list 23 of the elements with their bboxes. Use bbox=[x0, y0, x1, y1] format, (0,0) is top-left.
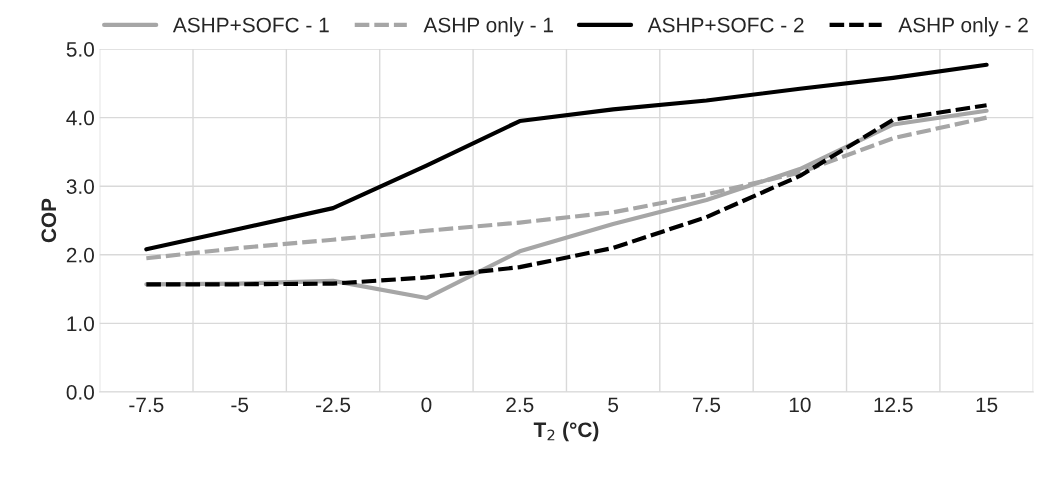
y-axis-title: COP bbox=[41, 198, 57, 243]
y-tick-label: 5.0 bbox=[66, 42, 94, 57]
y-tick-label: 4.0 bbox=[66, 110, 94, 126]
y-tick-label: 2.0 bbox=[66, 247, 94, 263]
x-tick-label: -2.5 bbox=[316, 397, 351, 413]
legend-label: ASHP only - 1 bbox=[423, 17, 553, 37]
y-tick-label: 1.0 bbox=[67, 316, 94, 332]
x-tick-label: 10 bbox=[789, 397, 811, 413]
y-tick-label: 3.0 bbox=[66, 179, 94, 194]
legend-label: ASHP+SOFC - 2 bbox=[647, 17, 804, 33]
x-tick-label: 0 bbox=[421, 397, 432, 413]
x-tick-label: -5 bbox=[231, 397, 249, 413]
x-tick-label: -7.5 bbox=[129, 397, 164, 413]
line-series bbox=[144, 62, 989, 252]
x-tick-label: 15 bbox=[976, 397, 998, 413]
x-tick-label: 7.5 bbox=[693, 397, 721, 413]
x-axis-title: T$_{2}$ (°C) bbox=[533, 421, 599, 442]
legend-label: ASHP+SOFC - 1 bbox=[172, 17, 329, 33]
x-tick-label: 5 bbox=[608, 397, 619, 413]
legend-label: ASHP only - 2 bbox=[898, 17, 1028, 37]
x-tick-label: 2.5 bbox=[506, 397, 534, 413]
y-tick-label: 0.0 bbox=[66, 385, 94, 400]
x-tick-label: 12.5 bbox=[874, 397, 913, 413]
